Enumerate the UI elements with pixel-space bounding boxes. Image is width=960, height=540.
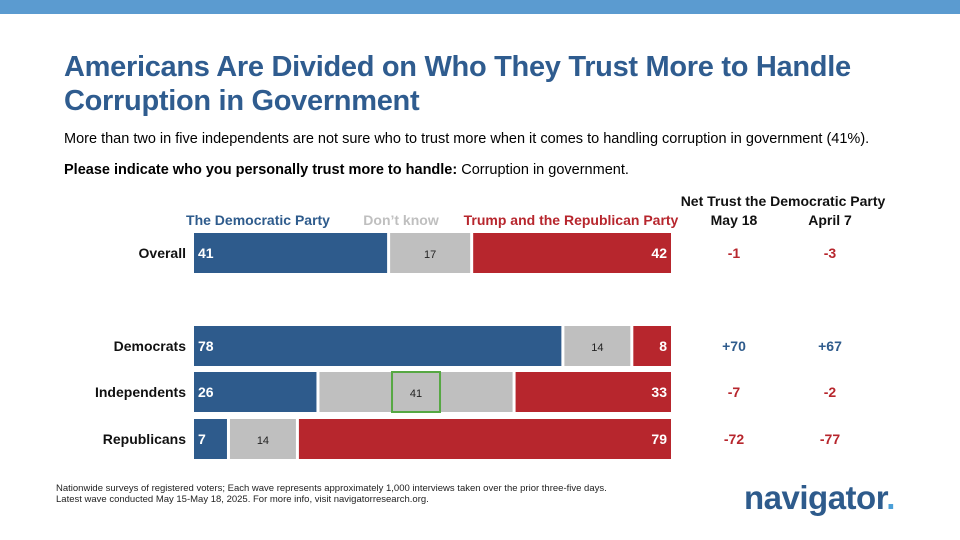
net-trust-republicans-may-18: -72 (724, 431, 744, 447)
stacked-bar-chart: The Democratic Party Don’t know Trump and … (95, 193, 886, 459)
net-trust-independents-april-7: -2 (824, 384, 837, 400)
row-label-republicans: Republicans (103, 431, 186, 447)
value-label-republicans-the-democratic-party: 7 (198, 431, 206, 447)
footnote-line-1: Nationwide surveys of registered voters;… (56, 483, 607, 494)
highlight-box-independents (391, 371, 442, 413)
bar-democrats-don-t-know (564, 326, 631, 366)
footnote-line-2: Latest wave conducted May 15-May 18, 202… (56, 494, 429, 505)
net-trust-republicans-april-7: -77 (820, 431, 840, 447)
bar-republicans-don-t-know (229, 419, 296, 459)
bar-overall-don-t-know (390, 233, 471, 273)
legend-don-t-know: Don’t know (363, 212, 439, 228)
net-trust-democrats-may-18: +70 (722, 338, 746, 354)
bar-democrats-the-democratic-party (194, 326, 562, 366)
value-label-republicans-don-t-know: 14 (257, 435, 269, 447)
navigator-logo: navigator. (744, 479, 895, 517)
row-label-democrats: Democrats (114, 338, 187, 354)
value-label-independents-the-democratic-party: 26 (198, 384, 214, 400)
value-label-democrats-trump-and-the-republican-party: 8 (659, 338, 667, 354)
top-accent-bar (0, 0, 960, 14)
value-label-independents-don-t-know: 41 (410, 388, 422, 400)
bar-independents-the-democratic-party (194, 372, 317, 412)
net-trust-overall-may-18: -1 (728, 245, 741, 261)
bar-independents-don-t-know (319, 372, 513, 412)
bar-republicans-the-democratic-party (194, 419, 227, 459)
question-topic: Corruption in government. (461, 162, 629, 178)
footnote: Nationwide surveys of registered voters;… (56, 483, 607, 505)
value-label-overall-trump-and-the-republican-party: 42 (651, 245, 667, 261)
net-trust-header: Net Trust the Democratic Party (681, 193, 886, 209)
subtitle: More than two in five independents are n… (64, 131, 870, 147)
value-label-independents-trump-and-the-republican-party: 33 (651, 384, 667, 400)
value-label-democrats-don-t-know: 14 (591, 342, 603, 354)
value-label-overall-don-t-know: 17 (424, 249, 436, 261)
net-trust-democrats-april-7: +67 (818, 338, 842, 354)
question-text: Please indicate who you personally trust… (64, 162, 629, 178)
question-prompt: Please indicate who you personally trust… (64, 162, 458, 178)
bar-democrats-trump-and-the-republican-party (633, 326, 671, 366)
net-trust-overall-april-7: -3 (824, 245, 837, 261)
bar-overall-the-democratic-party (194, 233, 388, 273)
logo-dot: . (886, 479, 895, 516)
legend-trump-and-the-republican-party: Trump and the Republican Party (464, 212, 679, 228)
value-label-democrats-the-democratic-party: 78 (198, 338, 214, 354)
value-label-republicans-trump-and-the-republican-party: 79 (651, 431, 667, 447)
bar-overall-trump-and-the-republican-party (473, 233, 671, 273)
row-label-independents: Independents (95, 384, 186, 400)
page-title: Americans Are Divided on Who They Trust … (64, 51, 851, 117)
row-label-overall: Overall (139, 245, 186, 261)
bar-independents-trump-and-the-republican-party (515, 372, 671, 412)
legend-the-democratic-party: The Democratic Party (186, 212, 330, 228)
net-trust-col-april-7: April 7 (808, 212, 852, 228)
net-trust-independents-may-18: -7 (728, 384, 741, 400)
net-trust-col-may-18: May 18 (711, 212, 758, 228)
logo-text: navigator (744, 479, 887, 516)
bar-republicans-trump-and-the-republican-party (298, 419, 671, 459)
value-label-overall-the-democratic-party: 41 (198, 245, 214, 261)
